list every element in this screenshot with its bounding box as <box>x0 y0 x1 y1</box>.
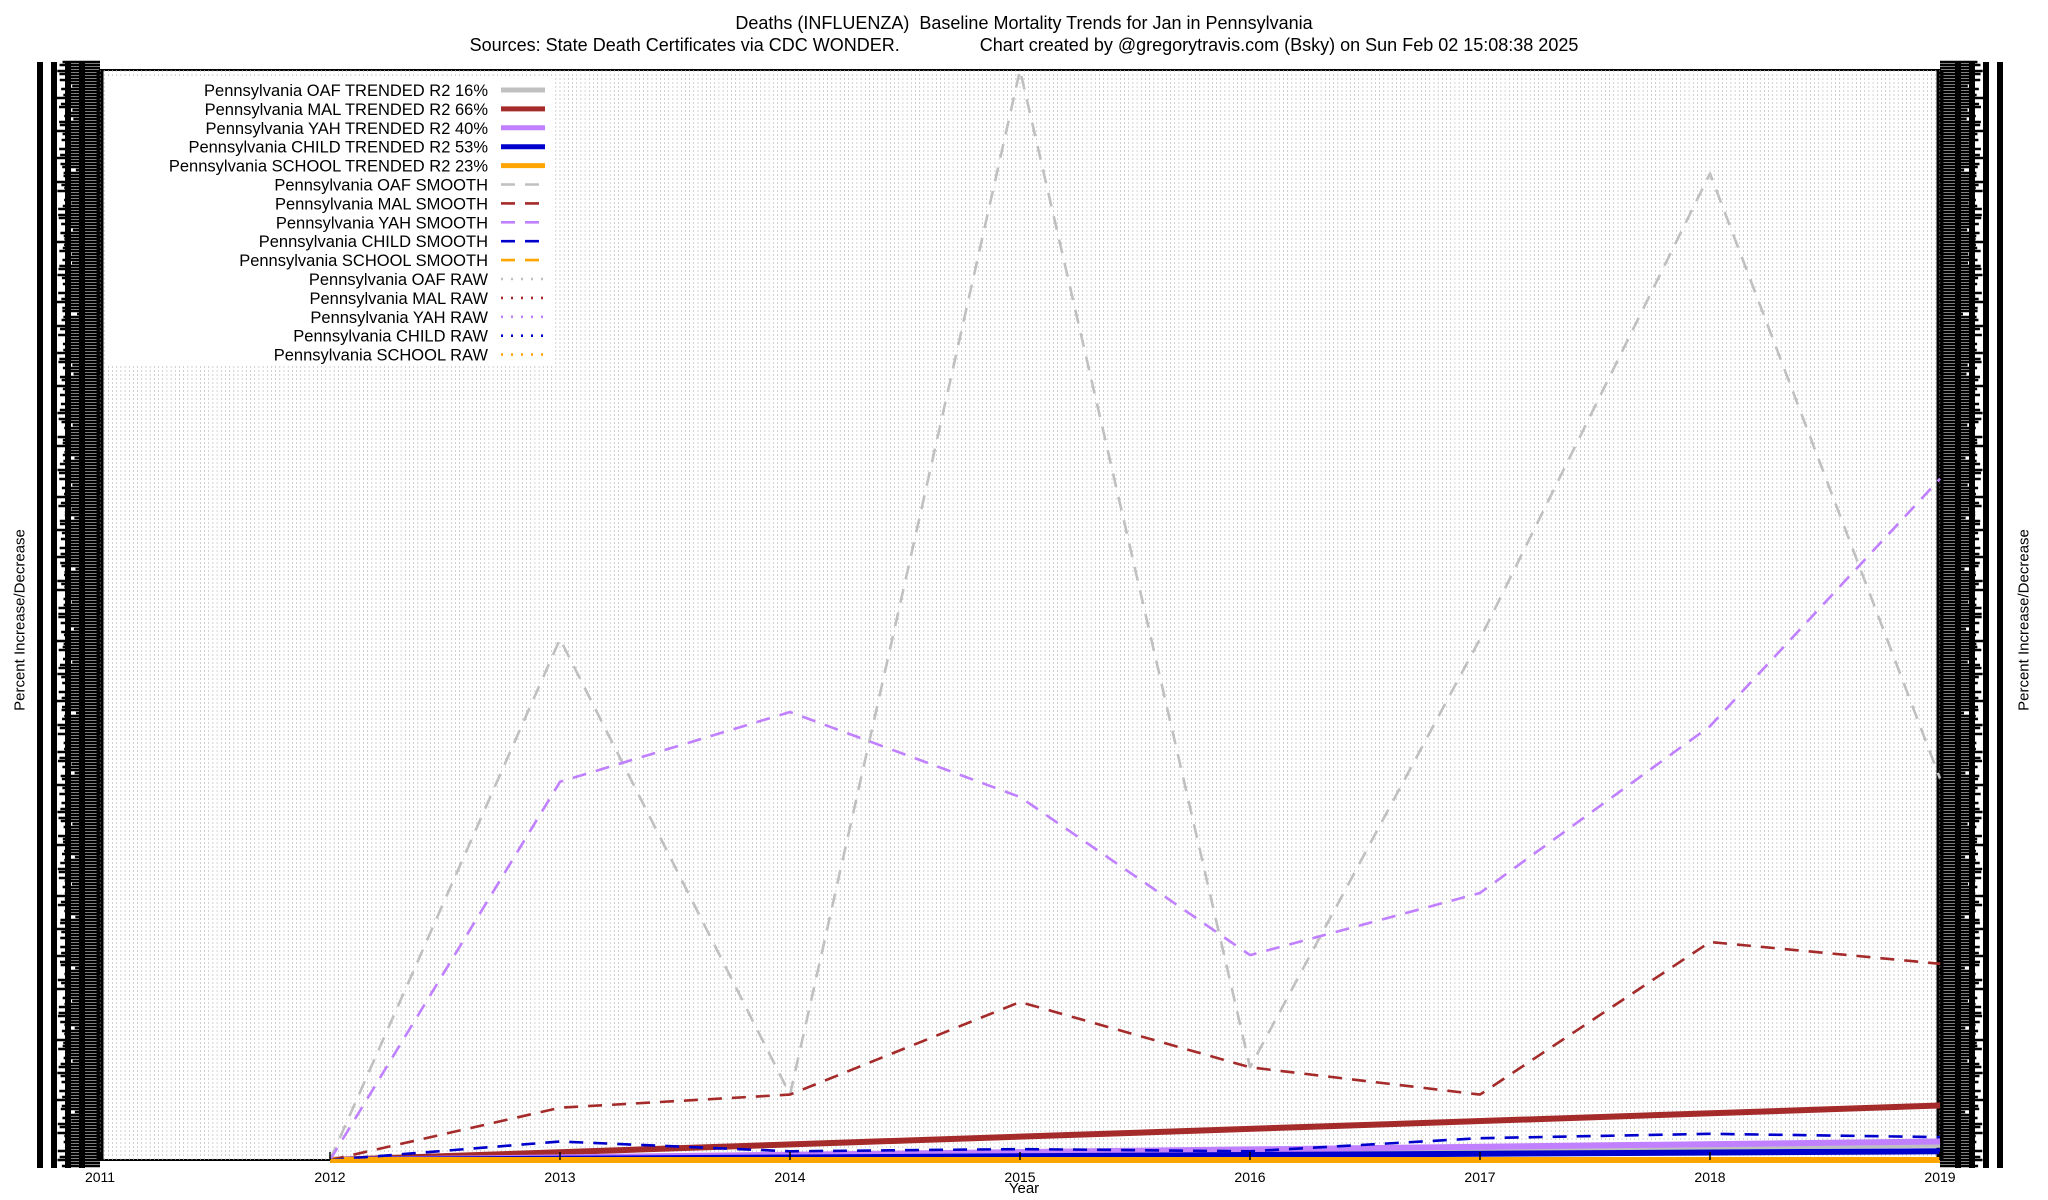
legend-label: Pennsylvania SCHOOL TRENDED R2 23% <box>169 158 488 176</box>
left-axis-ticks <box>37 60 100 1168</box>
legend-label: Pennsylvania YAH SMOOTH <box>276 214 488 232</box>
x-tick-label: 2014 <box>774 1169 805 1185</box>
left-tick-cluster-bars <box>37 62 85 1168</box>
series-line-1 <box>329 1102 1941 1163</box>
x-tick-label: 2015 <box>1004 1169 1035 1185</box>
left-tick-cluster <box>56 60 100 1168</box>
legend-label: Pennsylvania MAL TRENDED R2 66% <box>205 101 489 119</box>
series-line-5 <box>328 68 1942 1161</box>
x-tick-label: 2011 <box>85 1169 115 1185</box>
legend-label: Pennsylvania SCHOOL SMOOTH <box>239 252 488 270</box>
legend-label: Pennsylvania OAF RAW <box>309 271 489 289</box>
x-axis-ticks: 2011 2012 2013 2014 2015 2016 2017 2018 2019 <box>85 1152 1956 1185</box>
chart-title: Deaths (INFLUENZA) Baseline Mortality Tr… <box>735 13 1313 33</box>
right-tick-cluster-bars <box>1955 62 2003 1168</box>
series-line-7 <box>328 477 1941 1161</box>
chart-subtitle: Sources: State Death Certificates via CD… <box>469 35 1579 55</box>
legend-label: Pennsylvania YAH RAW <box>310 309 488 327</box>
legend-label: Pennsylvania CHILD SMOOTH <box>259 233 488 251</box>
legend-label: Pennsylvania CHILD RAW <box>293 328 488 346</box>
right-axis-ticks <box>1940 60 2003 1168</box>
series-line-6 <box>329 940 1941 1162</box>
legend-label: Pennsylvania OAF SMOOTH <box>274 177 488 195</box>
x-axis-label: Year <box>1008 1180 1040 1197</box>
y-axis-label-left: Percent Increase/Decrease <box>11 529 29 711</box>
legend-box <box>108 78 553 364</box>
legend-label: Pennsylvania SCHOOL RAW <box>274 347 489 365</box>
x-tick-label: 2019 <box>1924 1169 1955 1185</box>
y-axis-label-right: Percent Increase/Decrease <box>2015 529 2033 711</box>
right-tick-cluster <box>1940 60 1984 1168</box>
legend-label: Pennsylvania YAH TRENDED R2 40% <box>206 120 489 138</box>
x-tick-label: 2016 <box>1234 1169 1265 1185</box>
series-line-8 <box>329 1132 1941 1162</box>
series-layer <box>328 68 1942 1163</box>
legend-label: Pennsylvania MAL SMOOTH <box>275 195 488 213</box>
legend-label: Pennsylvania CHILD TRENDED R2 53% <box>188 139 488 157</box>
x-tick-label: 2018 <box>1694 1169 1725 1185</box>
x-tick-label: 2012 <box>314 1169 345 1185</box>
x-tick-label: 2013 <box>544 1169 575 1185</box>
legend: Pennsylvania OAF TRENDED R2 16%Pennsylva… <box>108 78 553 365</box>
x-tick-label: 2017 <box>1464 1169 1495 1185</box>
legend-label: Pennsylvania OAF TRENDED R2 16% <box>204 82 488 100</box>
legend-label: Pennsylvania MAL RAW <box>309 290 488 308</box>
